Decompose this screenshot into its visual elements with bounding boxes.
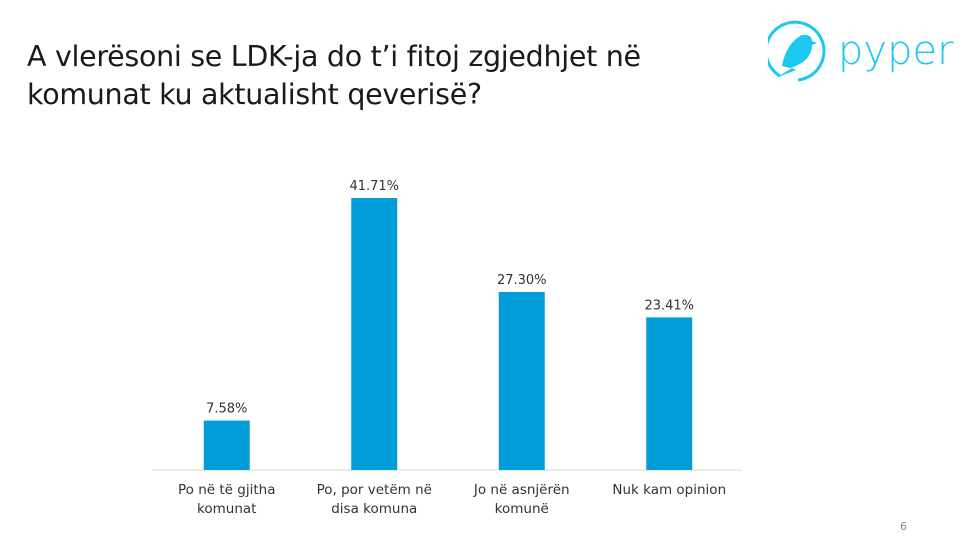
category-label: Jo në asnjërën: [473, 482, 570, 498]
data-label: 23.41%: [644, 298, 694, 313]
data-label: 41.71%: [349, 179, 399, 194]
category-label: Po, por vetëm në: [317, 482, 432, 498]
category-label: komunë: [495, 501, 549, 517]
bar: [203, 420, 250, 470]
pyper-logo: pyper: [768, 20, 954, 82]
category-label: komunat: [197, 501, 256, 517]
bar: [646, 317, 693, 470]
page-number: 6: [900, 520, 907, 533]
svg-text:pyper: pyper: [838, 28, 954, 74]
data-label: 7.58%: [206, 402, 247, 417]
bar: [351, 198, 398, 471]
data-label: 27.30%: [497, 273, 547, 288]
bird-icon: [768, 20, 826, 82]
bar: [498, 292, 545, 470]
slide-title: A vlerësoni se LDK-ja do t’i fitoj zgjed…: [27, 40, 641, 111]
category-label: Po në të gjitha: [178, 482, 275, 498]
category-label: disa komuna: [331, 501, 417, 517]
category-label: Nuk kam opinion: [612, 482, 726, 498]
bird-icon-body: [776, 34, 817, 78]
